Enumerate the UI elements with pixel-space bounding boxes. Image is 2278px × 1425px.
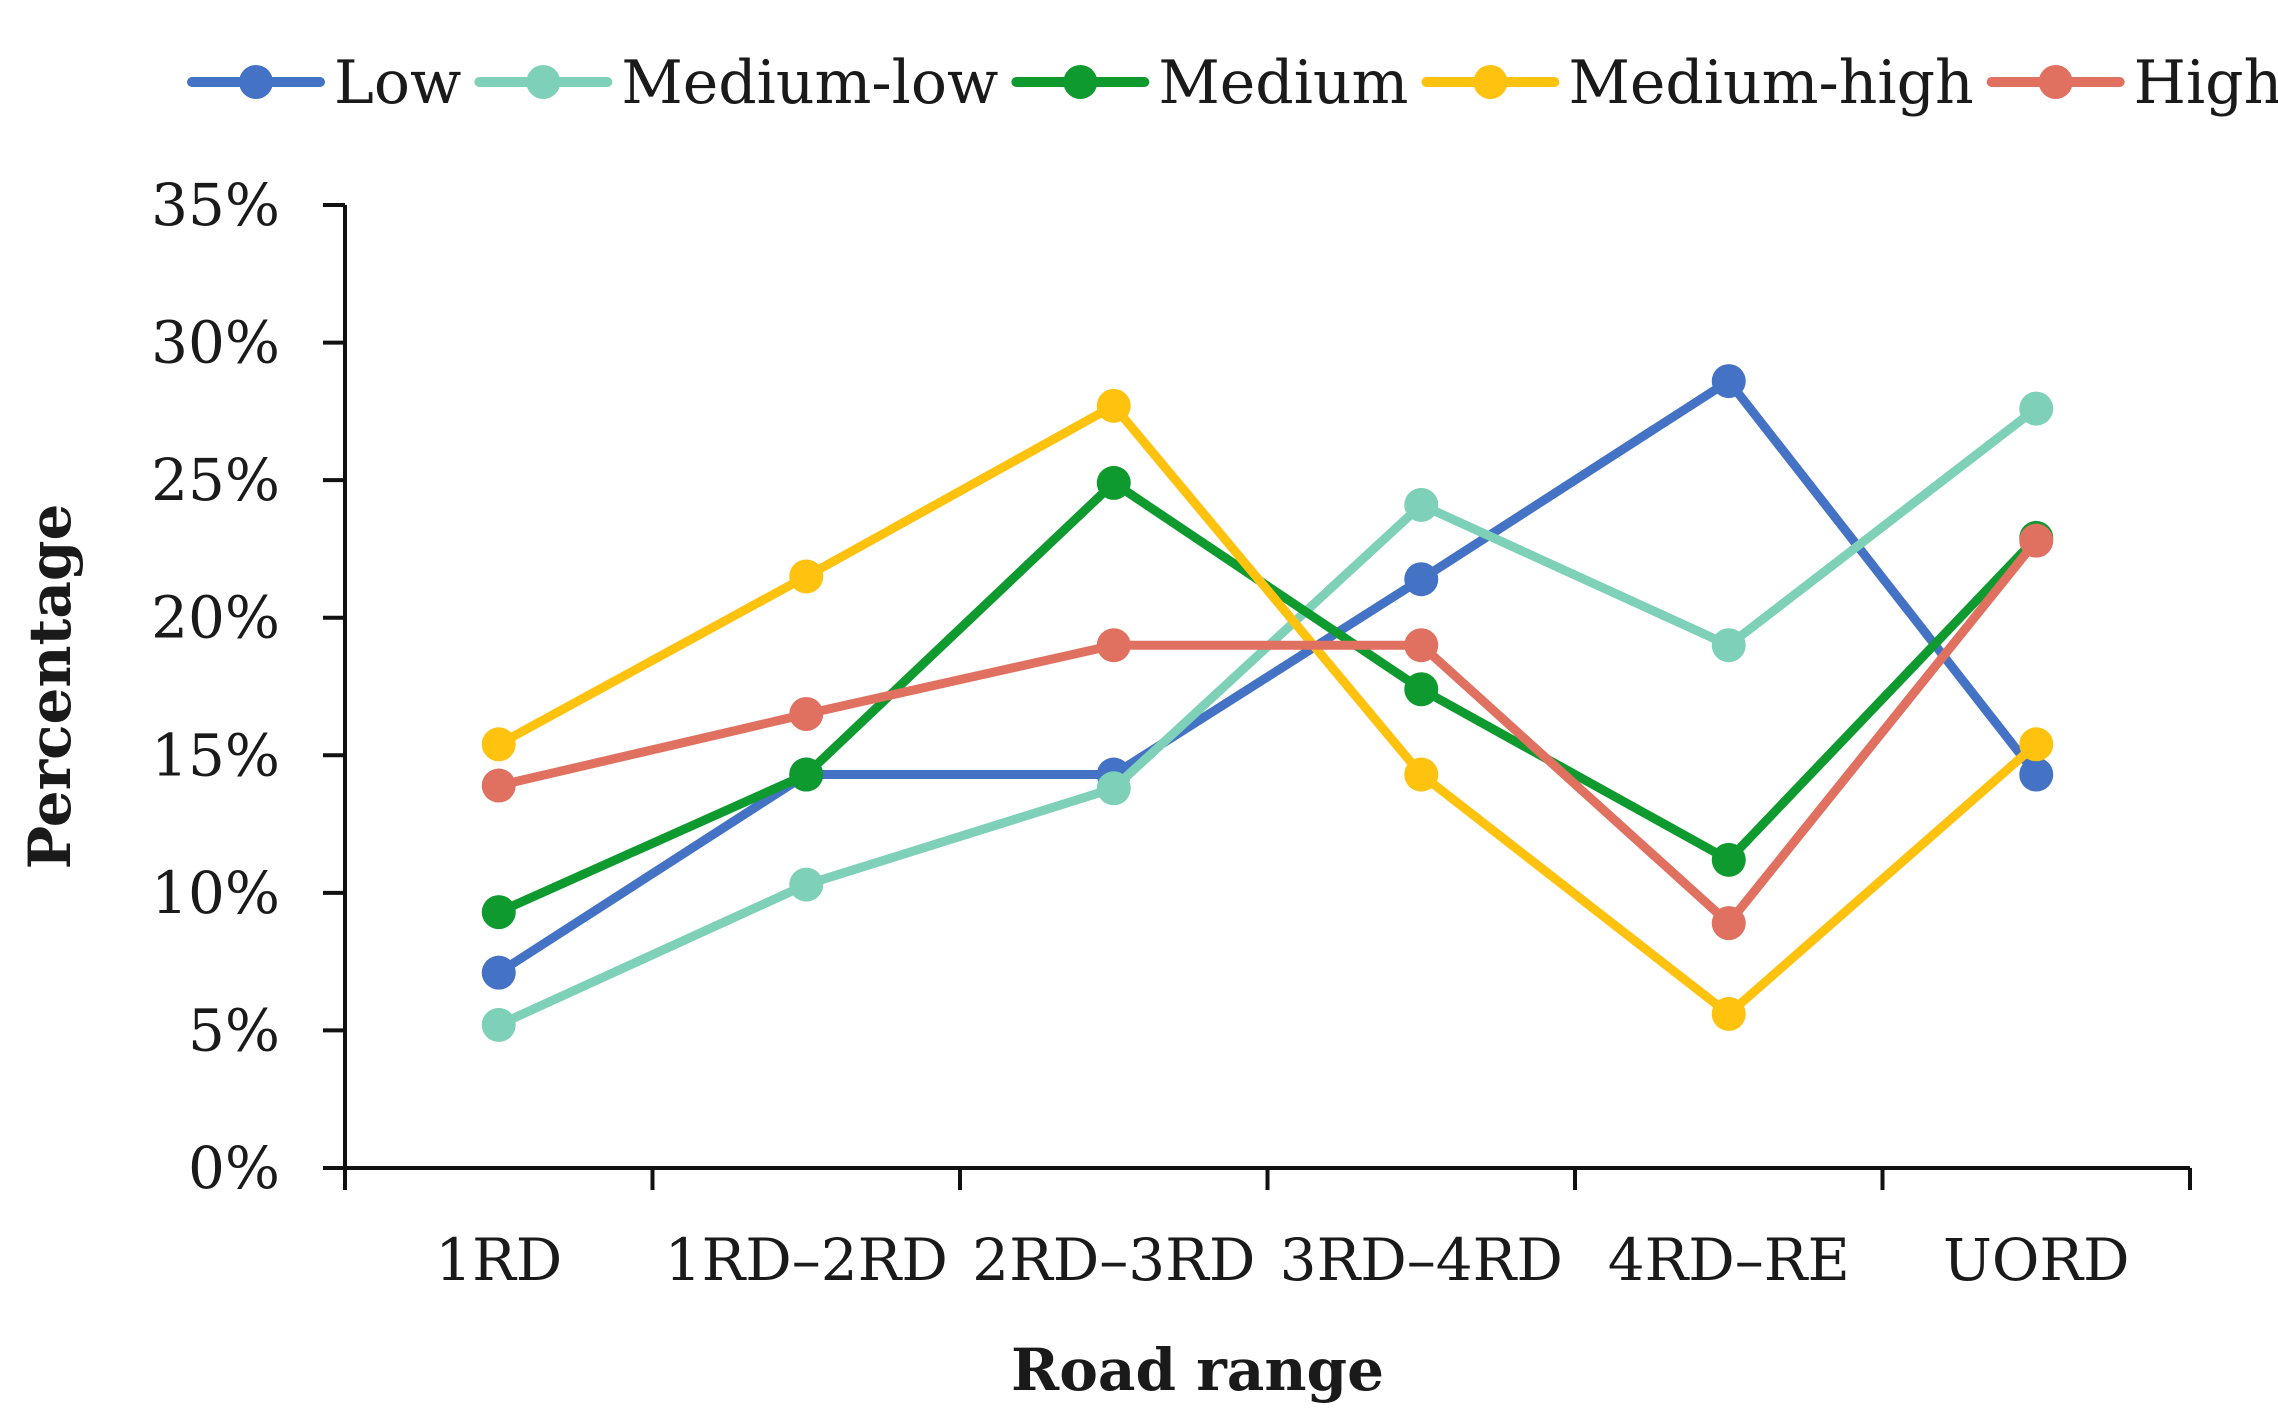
legend-item-low: Low [187,48,461,118]
data-point-medium-high [1711,996,1746,1031]
legend-item-medium-high: Medium-high [1421,48,1974,118]
x-tick-label: 2RD–3RD [972,1226,1255,1294]
y-tick-label: 0% [188,1134,280,1202]
y-tick-label: 15% [151,721,280,789]
legend: Low Medium-low Medium Medium-high High [187,48,2278,118]
data-point-medium-low [1404,487,1439,522]
legend-label: Medium [1158,48,1408,118]
data-point-medium-low [1096,771,1131,806]
data-point-high [789,697,824,732]
legend-label: Medium-high [1568,48,1973,118]
data-point-high [481,768,516,803]
legend-label: Low [334,48,461,118]
y-tick-label: 10% [151,859,280,927]
data-point-medium-high [1404,757,1439,792]
x-tick-label: 4RD–RE [1608,1226,1850,1294]
legend-marker [1473,65,1508,99]
data-point-medium [1711,842,1746,877]
series-medium [481,465,2054,930]
data-point-high [1096,628,1131,663]
legend-marker [526,65,561,99]
legend-marker [1063,65,1098,99]
data-point-medium-low [789,867,824,902]
data-point-medium [481,895,516,930]
series-high [481,523,2054,941]
y-tick-label: 5% [188,996,280,1064]
data-point-medium [1096,465,1131,500]
y-axis: 0% 5% 10% 15% 20% 25% 30% 35% [151,171,347,1202]
plot-series [481,364,2054,1042]
legend-label: High [2134,48,2278,118]
series-line-medium [494,478,2041,917]
x-tick-label: 3RD–4RD [1280,1226,1563,1294]
y-tick-label: 35% [151,171,280,239]
series-line-medium-low [494,404,2041,1030]
data-point-medium-low [481,1007,516,1042]
data-point-medium-high [789,559,824,594]
x-axis-title: Road range [1011,1336,1384,1404]
series-line-medium-high [494,401,2041,1019]
legend-item-medium: Medium [1011,48,1408,118]
series-line-low [494,376,2041,978]
legend-marker [239,65,273,99]
data-point-high [2019,523,2054,558]
legend-label: Medium-low [621,48,998,118]
y-tick-label: 20% [151,584,280,652]
legend-marker [2038,65,2073,99]
legend-item-high: High [1986,48,2278,118]
data-point-low [2019,757,2054,792]
data-point-medium-low [1711,628,1746,663]
data-point-medium-high [481,727,516,762]
y-tick-label: 30% [151,309,280,377]
data-point-medium-high [2019,727,2054,762]
data-point-high [1711,906,1746,941]
series-line-high [494,536,2041,928]
y-axis-title: Percentage [16,504,84,870]
x-axis: 1RD 1RD–2RD 2RD–3RD 3RD–4RD 4RD–RE UORD [343,1166,2192,1294]
legend-item-medium-low: Medium-low [474,48,998,118]
data-point-low [481,955,516,990]
data-point-low [1404,562,1439,597]
data-point-medium [1404,672,1439,707]
data-point-high [1404,628,1439,663]
series-low [481,364,2054,990]
data-point-medium [789,757,824,792]
x-tick-label: 1RD [435,1226,562,1294]
data-point-medium-high [1096,388,1131,423]
x-tick-label: UORD [1943,1226,2130,1294]
y-tick-label: 25% [151,446,280,514]
data-point-medium-low [2019,391,2054,426]
x-tick-label: 1RD–2RD [665,1226,948,1294]
data-point-low [1711,364,1746,399]
series-medium-high [481,388,2054,1031]
